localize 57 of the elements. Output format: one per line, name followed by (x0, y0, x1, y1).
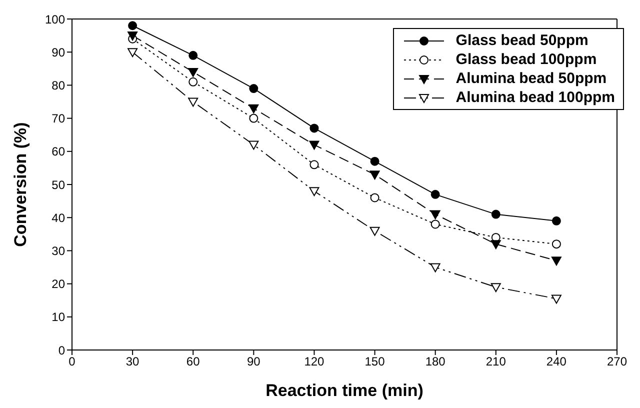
y-tick-label: 30 (52, 244, 66, 258)
point (188, 50, 198, 60)
y-tick-label: 100 (44, 12, 66, 26)
point (552, 216, 561, 226)
x-tick-label: 60 (186, 354, 200, 369)
point (249, 84, 258, 94)
point (370, 193, 380, 202)
x-tick-label: 150 (364, 354, 386, 369)
x-tick-label: 30 (126, 354, 140, 369)
point (491, 210, 500, 219)
point (430, 210, 440, 220)
point (310, 124, 319, 133)
point (309, 187, 320, 196)
point (128, 21, 138, 30)
point (490, 283, 501, 292)
x-tick-label: 90 (246, 354, 261, 369)
x-tick-label: 120 (304, 354, 325, 369)
y-axis-title: Conversion (%) (11, 122, 30, 247)
point (370, 226, 380, 236)
point (310, 160, 319, 170)
legend-label: Glass bead 50ppm (456, 32, 588, 49)
x-tick-label: 270 (606, 354, 628, 369)
legend-label: Alumina bead 50ppm (456, 70, 607, 87)
legend-label: Alumina bead 100ppm (456, 89, 615, 106)
y-tick-label: 70 (52, 112, 66, 126)
point (430, 190, 440, 199)
point (248, 104, 259, 114)
y-tick-label: 50 (52, 178, 66, 192)
point (249, 114, 258, 123)
y-tick-label: 90 (52, 45, 66, 60)
point (370, 170, 380, 180)
point (188, 77, 198, 86)
point (248, 140, 259, 150)
point (551, 294, 562, 304)
point (309, 140, 320, 150)
point (430, 263, 440, 272)
point (188, 68, 198, 77)
x-tick-label: 210 (486, 354, 506, 369)
x-axis-title: Reaction time (min) (266, 381, 424, 400)
x-tick-label: 240 (546, 354, 567, 369)
legend-label: Glass bead 100ppm (456, 51, 597, 68)
point (551, 256, 562, 266)
y-tick-label: 0 (58, 343, 66, 358)
y-tick-label: 40 (52, 210, 66, 225)
point (188, 98, 198, 107)
point (128, 32, 138, 41)
y-tick-label: 80 (52, 78, 66, 92)
point (128, 48, 138, 58)
point (490, 240, 501, 250)
y-tick-label: 20 (52, 277, 66, 292)
x-tick-label: 0 (68, 354, 76, 369)
x-tick-label: 180 (425, 354, 446, 369)
point (430, 220, 440, 229)
point (370, 156, 380, 166)
y-tick-label: 60 (52, 144, 66, 159)
y-tick-label: 10 (52, 310, 66, 324)
point (552, 240, 561, 249)
